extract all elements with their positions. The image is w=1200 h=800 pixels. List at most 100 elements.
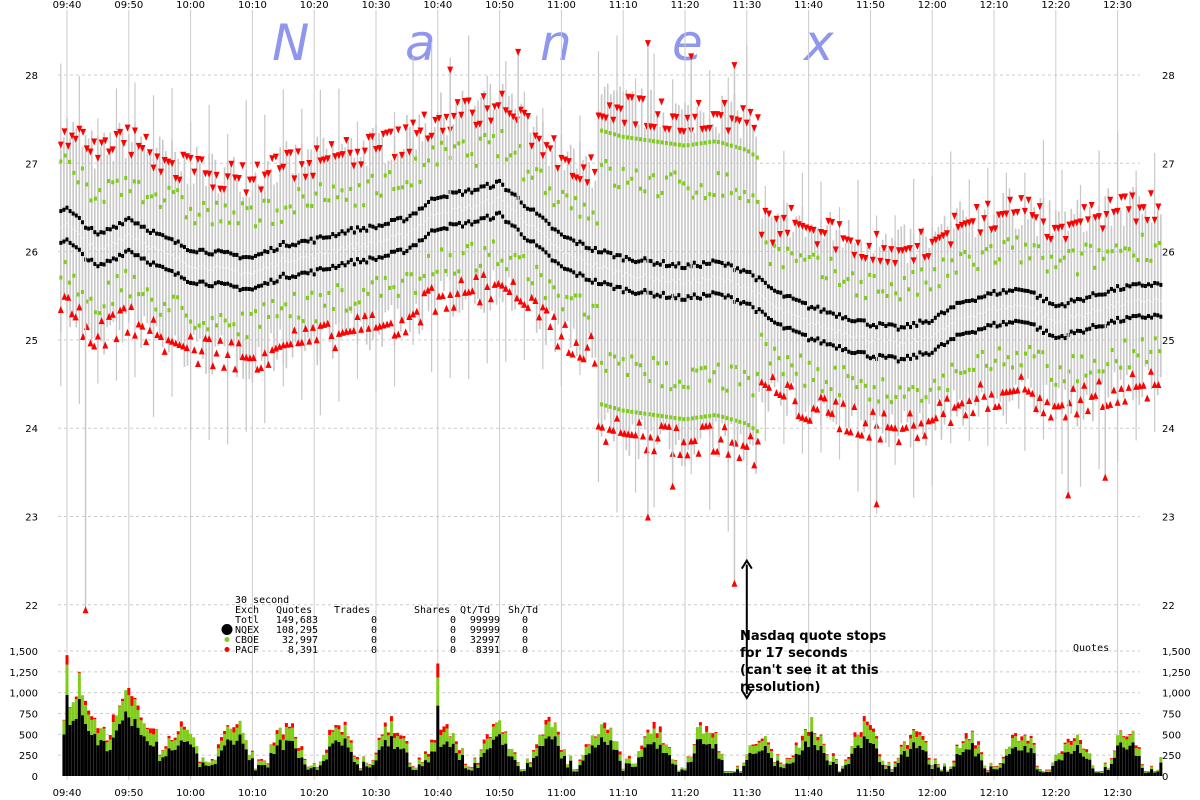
- volume-bar-cboe: [1085, 751, 1089, 759]
- volume-bar-pacf: [454, 741, 458, 745]
- nbbo-bid-mark: [909, 356, 913, 361]
- nbbo-ask-mark: [1020, 288, 1024, 293]
- nbbo-bid-mark: [927, 352, 931, 357]
- nbbo-ask-mark: [918, 318, 922, 323]
- pacf-bid-marker: [706, 421, 713, 429]
- volume-bar-nqex: [686, 762, 690, 776]
- volume-bar-nqex: [977, 753, 981, 776]
- volume-bar-pacf: [405, 741, 409, 744]
- volume-bar-cboe: [529, 763, 532, 768]
- volume-bar-nqex: [862, 736, 866, 776]
- volume-bar-cboe: [634, 763, 638, 767]
- volume-bar-nqex: [427, 762, 431, 776]
- nbbo-bid-mark: [145, 260, 149, 265]
- volume-bar-pacf: [1150, 765, 1154, 767]
- stats-cell: 0: [450, 625, 456, 636]
- volume-bar-cboe: [380, 735, 384, 747]
- nbbo-ask-mark: [430, 196, 434, 201]
- nbbo-ask-mark: [1054, 304, 1058, 309]
- pacf-ask-marker: [1066, 221, 1073, 229]
- cboe-bid-mark: [93, 310, 97, 315]
- nbbo-bid-mark: [300, 270, 304, 275]
- volume-bar-pacf: [705, 726, 709, 732]
- cboe-ask-mark: [305, 203, 309, 208]
- volume-bar-pacf: [1113, 750, 1117, 752]
- pacf-bid-marker: [332, 344, 339, 352]
- pacf-ask-marker: [61, 128, 68, 136]
- x-tick-label-top: 11:10: [609, 0, 638, 11]
- pacf-outlier-marker: [515, 48, 522, 56]
- volume-bar-nqex: [414, 769, 418, 776]
- volume-bar-pacf: [337, 725, 341, 730]
- nbbo-mid-mark: [616, 270, 619, 272]
- volume-bar-pacf: [127, 687, 131, 696]
- volume-bar-pacf: [464, 763, 468, 766]
- nbbo-bid-mark: [485, 213, 489, 218]
- volume-bar-nqex: [148, 745, 152, 776]
- cboe-ask-mark: [171, 190, 175, 195]
- pacf-ask-marker: [995, 211, 1002, 219]
- nbbo-bid-mark: [377, 255, 381, 260]
- cboe-ask-mark: [738, 196, 742, 201]
- volume-bar-cboe: [152, 734, 156, 747]
- volume-bar-pacf: [167, 735, 171, 739]
- volume-bar-pacf: [961, 741, 965, 744]
- volume-bar-nqex: [130, 725, 134, 776]
- volume-bar-nqex: [118, 723, 122, 776]
- nbbo-ask-mark: [559, 232, 563, 237]
- pacf-bid-marker: [102, 341, 109, 349]
- pacf-ask-marker: [343, 137, 350, 145]
- volume-bar-cboe: [912, 730, 916, 743]
- volume-bar-cboe: [804, 729, 808, 742]
- nbbo-ask-mark: [816, 304, 820, 309]
- volume-bar-cboe: [402, 738, 406, 749]
- cboe-ask-mark: [716, 171, 720, 176]
- nbbo-bid-mark: [451, 222, 455, 227]
- nbbo-bid-mark: [695, 295, 699, 300]
- nbbo-mid-mark: [965, 316, 968, 318]
- cboe-ask-mark: [565, 193, 569, 198]
- volume-bar-nqex: [204, 765, 208, 776]
- nbbo-mid-mark: [455, 207, 458, 209]
- nbbo-bid-mark: [167, 268, 171, 273]
- pacf-bid-marker: [447, 290, 454, 298]
- nbbo-bid-mark: [1072, 331, 1076, 336]
- cboe-bid-mark: [336, 283, 340, 288]
- cboe-bid-mark: [193, 325, 197, 330]
- nbbo-bid-mark: [1060, 334, 1064, 339]
- pacf-bid-marker: [120, 304, 127, 312]
- nbbo-bid-mark: [111, 256, 115, 261]
- nbbo-bid-mark: [714, 291, 718, 296]
- volume-bar-nqex: [634, 766, 638, 776]
- volume-bar-nqex: [365, 766, 369, 776]
- volume-bar-pacf: [924, 740, 928, 743]
- pacf-bid-marker: [862, 419, 869, 427]
- pacf-bid-marker: [65, 293, 72, 301]
- pacf-ask-marker: [458, 111, 465, 119]
- nbbo-ask-mark: [800, 300, 804, 305]
- pacf-bid-marker: [1144, 394, 1151, 402]
- nbbo-mid-mark: [408, 231, 411, 233]
- volume-bar-pacf: [504, 731, 508, 733]
- pacf-ask-marker: [502, 107, 509, 115]
- x-tick-label-bottom: 11:00: [547, 788, 576, 799]
- nbbo-mid-mark: [495, 196, 498, 199]
- nbbo-mid-mark: [937, 330, 940, 332]
- pacf-bid-marker: [588, 331, 595, 339]
- volume-bar-cboe: [516, 762, 520, 766]
- volume-bar-cboe: [1125, 739, 1129, 750]
- cboe-ask-mark: [902, 275, 906, 280]
- volume-bar-pacf: [547, 716, 551, 722]
- cboe-ask-mark: [647, 175, 651, 180]
- cboe-bid-mark: [989, 367, 993, 372]
- volume-bar-pacf: [393, 733, 397, 739]
- pacf-ask-marker: [324, 155, 331, 163]
- pacf-ask-marker: [758, 231, 765, 239]
- cboe-bid-mark: [500, 258, 504, 263]
- stats-series-dot: [221, 624, 233, 635]
- volume-bar-pacf: [389, 716, 393, 722]
- pacf-ask-marker: [725, 127, 732, 135]
- nbbo-ask-mark: [90, 225, 94, 230]
- nbbo-mid-mark: [350, 243, 353, 245]
- volume-bar-pacf: [1001, 756, 1005, 759]
